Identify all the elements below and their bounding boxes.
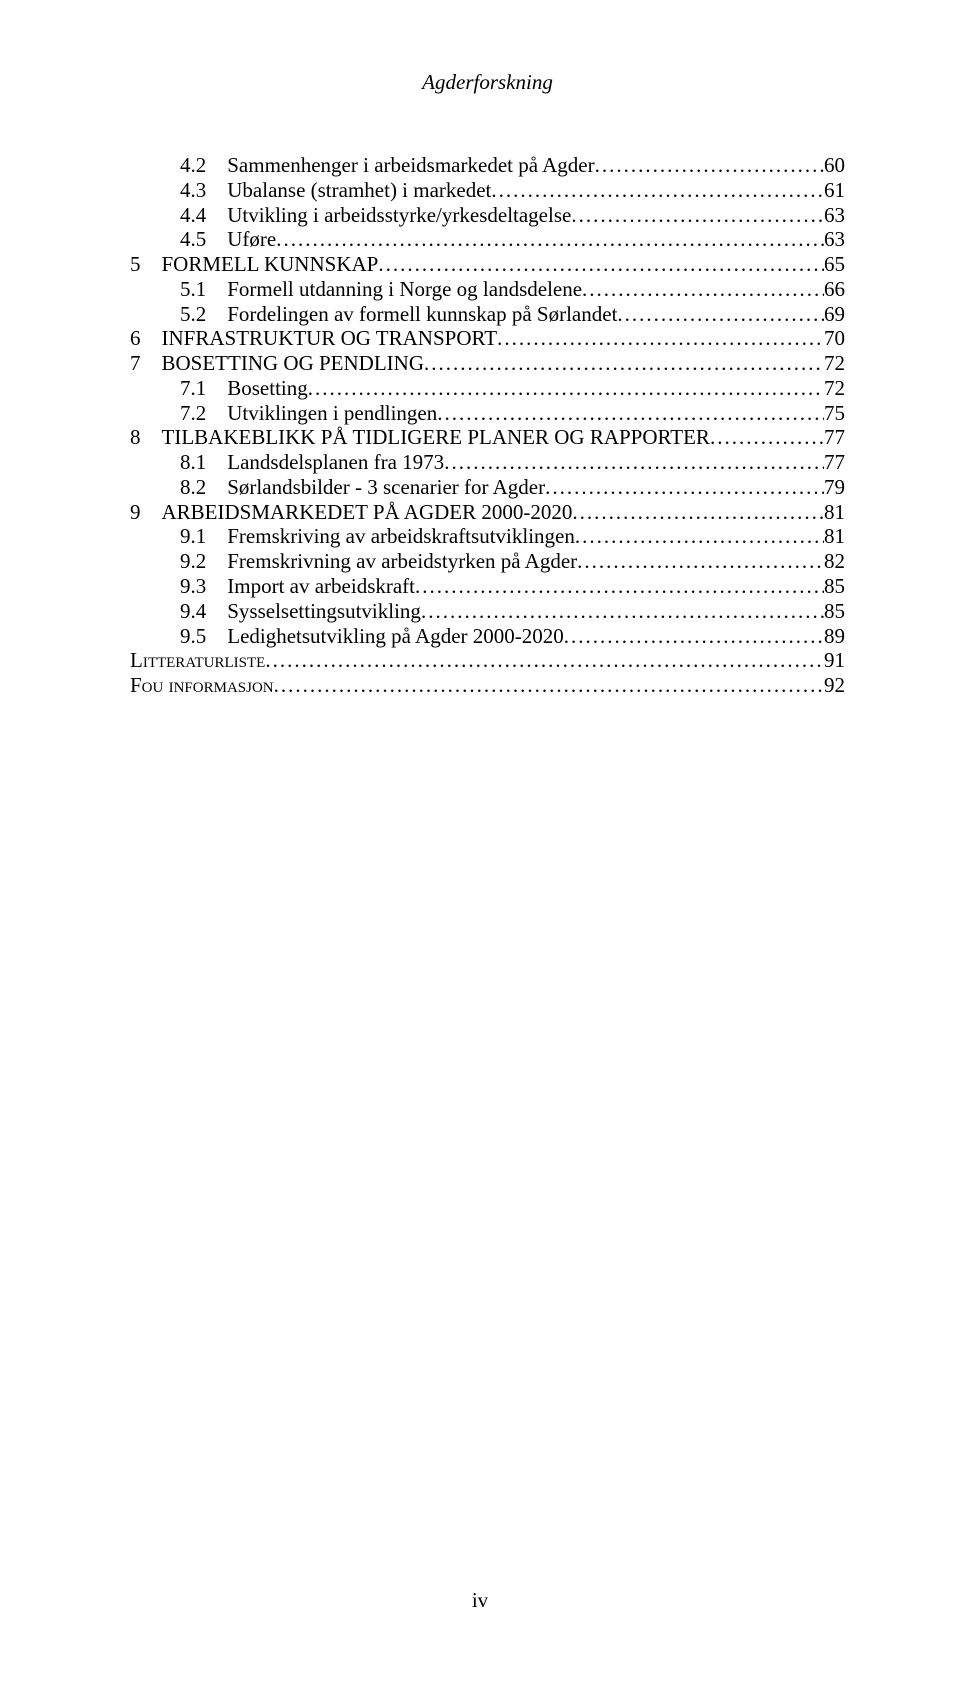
toc-page: 65 — [824, 252, 845, 277]
page-header: Agderforskning — [130, 70, 845, 95]
toc-page: 75 — [824, 401, 845, 426]
toc-leader-dots — [378, 252, 824, 277]
toc-page: 85 — [824, 574, 845, 599]
toc-label: 6 INFRASTRUKTUR OG TRANSPORT — [130, 326, 497, 351]
toc-leader-dots — [274, 673, 824, 698]
toc-label: 7 BOSETTING OG PENDLING — [130, 351, 424, 376]
toc-label: 8.2 Sørlandsbilder - 3 scenarier for Agd… — [180, 475, 545, 500]
toc-label: 8 TILBAKEBLIKK PÅ TIDLIGERE PLANER OG RA… — [130, 425, 710, 450]
toc-page: 77 — [824, 450, 845, 475]
toc-row: 5.1 Formell utdanning i Norge og landsde… — [130, 277, 845, 302]
toc-leader-dots — [265, 648, 824, 673]
toc-row: 8.2 Sørlandsbilder - 3 scenarier for Agd… — [130, 475, 845, 500]
toc-leader-dots — [424, 351, 824, 376]
toc-row: Litteraturliste 91 — [130, 648, 845, 673]
toc-row: Fou informasjon 92 — [130, 673, 845, 698]
toc-leader-dots — [571, 203, 824, 228]
toc-page: 79 — [824, 475, 845, 500]
toc-page: 81 — [824, 500, 845, 525]
toc-page: 63 — [824, 203, 845, 228]
toc-page: 69 — [824, 302, 845, 327]
toc-label: 5.2 Fordelingen av formell kunnskap på S… — [180, 302, 617, 327]
toc-label: 4.4 Utvikling i arbeidsstyrke/yrkesdelta… — [180, 203, 571, 228]
toc-leader-dots — [491, 178, 824, 203]
toc-row: 4.3 Ubalanse (stramhet) i markedet 61 — [130, 178, 845, 203]
toc-leader-dots — [308, 376, 824, 401]
toc-row: 9 ARBEIDSMARKEDET PÅ AGDER 2000-2020 81 — [130, 500, 845, 525]
toc-row: 9.4 Sysselsettingsutvikling 85 — [130, 599, 845, 624]
toc-label: 4.3 Ubalanse (stramhet) i markedet — [180, 178, 491, 203]
toc-leader-dots — [545, 475, 824, 500]
toc-label: 4.5 Uføre — [180, 227, 276, 252]
toc-row: 7.2 Utviklingen i pendlingen 75 — [130, 401, 845, 426]
toc-row: 4.4 Utvikling i arbeidsstyrke/yrkesdelta… — [130, 203, 845, 228]
toc-label: 5.1 Formell utdanning i Norge og landsde… — [180, 277, 582, 302]
toc-label: Litteraturliste — [130, 648, 265, 673]
toc-leader-dots — [564, 624, 824, 649]
toc-leader-dots — [421, 599, 824, 624]
toc-leader-dots — [582, 277, 824, 302]
toc-row: 9.3 Import av arbeidskraft 85 — [130, 574, 845, 599]
toc-leader-dots — [276, 227, 824, 252]
toc-label: 4.2 Sammenhenger i arbeidsmarkedet på Ag… — [180, 153, 595, 178]
toc-row: 8.1 Landsdelsplanen fra 1973 77 — [130, 450, 845, 475]
toc-row: 7 BOSETTING OG PENDLING 72 — [130, 351, 845, 376]
toc-leader-dots — [575, 524, 824, 549]
toc-page: 70 — [824, 326, 845, 351]
toc-page: 72 — [824, 376, 845, 401]
toc-label: 9.5 Ledighetsutvikling på Agder 2000-202… — [180, 624, 564, 649]
toc-leader-dots — [595, 153, 824, 178]
toc-row: 5.2 Fordelingen av formell kunnskap på S… — [130, 302, 845, 327]
toc-leader-dots — [497, 326, 824, 351]
toc-page: 63 — [824, 227, 845, 252]
toc-leader-dots — [437, 401, 824, 426]
table-of-contents: 4.2 Sammenhenger i arbeidsmarkedet på Ag… — [130, 153, 845, 698]
toc-leader-dots — [617, 302, 824, 327]
toc-row: 4.2 Sammenhenger i arbeidsmarkedet på Ag… — [130, 153, 845, 178]
toc-leader-dots — [444, 450, 824, 475]
toc-label: Fou informasjon — [130, 673, 274, 698]
toc-row: 9.5 Ledighetsutvikling på Agder 2000-202… — [130, 624, 845, 649]
toc-page: 85 — [824, 599, 845, 624]
toc-page: 72 — [824, 351, 845, 376]
toc-label: 9 ARBEIDSMARKEDET PÅ AGDER 2000-2020 — [130, 500, 572, 525]
toc-page: 89 — [824, 624, 845, 649]
toc-row: 8 TILBAKEBLIKK PÅ TIDLIGERE PLANER OG RA… — [130, 425, 845, 450]
toc-row: 9.2 Fremskrivning av arbeidstyrken på Ag… — [130, 549, 845, 574]
toc-leader-dots — [710, 425, 824, 450]
toc-label: 9.1 Fremskriving av arbeidskraftsutvikli… — [180, 524, 575, 549]
toc-page: 92 — [824, 673, 845, 698]
toc-label: 9.4 Sysselsettingsutvikling — [180, 599, 421, 624]
toc-row: 6 INFRASTRUKTUR OG TRANSPORT 70 — [130, 326, 845, 351]
toc-row: 4.5 Uføre 63 — [130, 227, 845, 252]
toc-label: 9.2 Fremskrivning av arbeidstyrken på Ag… — [180, 549, 577, 574]
toc-page: 66 — [824, 277, 845, 302]
toc-page: 81 — [824, 524, 845, 549]
toc-row: 5 FORMELL KUNNSKAP 65 — [130, 252, 845, 277]
toc-page: 61 — [824, 178, 845, 203]
toc-page: 60 — [824, 153, 845, 178]
toc-label: 5 FORMELL KUNNSKAP — [130, 252, 378, 277]
toc-leader-dots — [415, 574, 824, 599]
toc-leader-dots — [577, 549, 824, 574]
toc-page: 77 — [824, 425, 845, 450]
page-number: iv — [0, 1588, 960, 1613]
toc-leader-dots — [572, 500, 824, 525]
toc-row: 9.1 Fremskriving av arbeidskraftsutvikli… — [130, 524, 845, 549]
toc-label: 7.1 Bosetting — [180, 376, 308, 401]
toc-row: 7.1 Bosetting 72 — [130, 376, 845, 401]
toc-page: 91 — [824, 648, 845, 673]
toc-label: 8.1 Landsdelsplanen fra 1973 — [180, 450, 444, 475]
toc-label: 7.2 Utviklingen i pendlingen — [180, 401, 437, 426]
toc-page: 82 — [824, 549, 845, 574]
toc-label: 9.3 Import av arbeidskraft — [180, 574, 415, 599]
